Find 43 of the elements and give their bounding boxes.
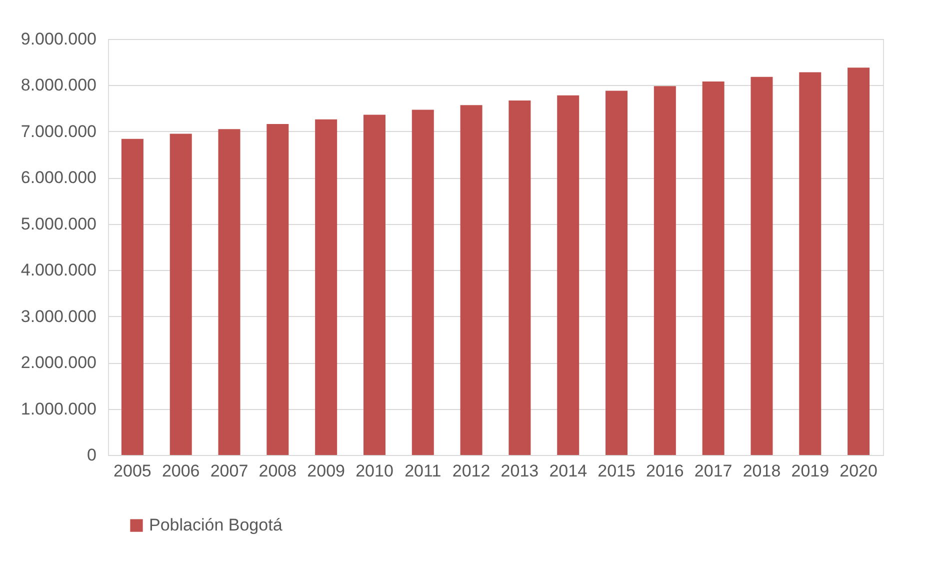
x-tick-label: 2019 [791,462,830,480]
x-tick-label: 2017 [694,462,732,480]
bar [315,119,338,455]
x-tick-label: 2007 [210,462,248,480]
x-tick-label: 2011 [404,462,442,480]
x-tick-label: 2008 [258,462,297,480]
x-tick-label: 2013 [500,462,539,480]
bar [750,76,773,455]
x-tick-label: 2005 [114,462,152,480]
x-tick-label: 2014 [549,462,588,480]
bar [363,114,386,455]
bar [460,105,482,455]
y-tick-label: 1.000.000 [20,399,96,418]
bar [702,82,724,455]
y-tick-label: 8.000.000 [20,76,96,95]
x-tick-label: 2015 [598,462,636,480]
x-tick-label: 2016 [646,462,684,480]
y-tick-label: 7.000.000 [20,122,96,141]
x-tick-label: 2020 [840,462,878,480]
y-tick-label: 0 [87,446,96,464]
bar [799,72,822,455]
x-tick-label: 2009 [307,462,345,480]
y-tick-label: 6.000.000 [20,168,96,188]
bar [170,134,192,455]
x-tick-label: 2018 [742,462,781,480]
y-tick-label: 2.000.000 [20,353,96,372]
x-tick-label: 2006 [162,462,200,480]
y-tick-label: 3.000.000 [20,306,96,326]
legend-label: Población Bogotá [149,516,283,534]
bar [412,110,434,455]
bar [121,138,144,455]
x-tick-label: 2012 [452,462,490,480]
bar [654,86,676,455]
bar [848,68,870,455]
bar [218,129,240,455]
y-tick-label: 9.000.000 [20,30,96,48]
y-tick-label: 4.000.000 [20,260,96,280]
bar [606,90,628,455]
bar [508,100,531,455]
bar [557,95,580,455]
y-tick-label: 5.000.000 [20,214,96,234]
bar [266,124,289,455]
x-tick-label: 2010 [356,462,394,480]
